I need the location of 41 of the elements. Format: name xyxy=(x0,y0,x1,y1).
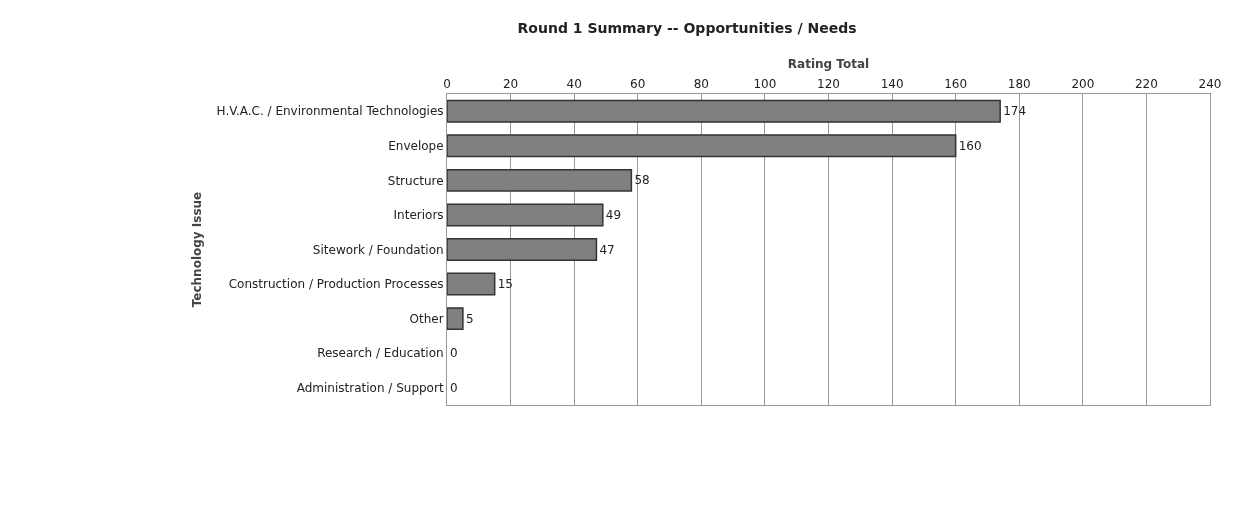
data-label: 0 xyxy=(450,346,458,361)
y-tick-label: Envelope xyxy=(388,139,444,154)
data-label: 5 xyxy=(465,311,474,326)
bar xyxy=(447,168,633,192)
data-label: 160 xyxy=(958,138,982,153)
x-tick-label: 20 xyxy=(502,77,519,92)
y-tick-label: Sitework / Foundation xyxy=(312,242,444,257)
data-label: 47 xyxy=(599,242,615,257)
y-axis-title: Technology Issue xyxy=(189,191,204,308)
y-tick-label: Construction / Production Processes xyxy=(228,277,444,292)
x-tick-label: 0 xyxy=(443,77,451,92)
x-tick-label: 60 xyxy=(630,77,646,92)
y-tick-label: Other xyxy=(409,311,444,326)
data-label: 15 xyxy=(497,277,513,292)
x-tick-label: 160 xyxy=(944,77,968,92)
x-tick-label: 140 xyxy=(880,77,904,92)
bar xyxy=(447,307,464,331)
chart-title: Round 1 Summary -- Opportunities / Needs xyxy=(517,19,857,36)
y-tick-label: Administration / Support xyxy=(296,380,444,395)
x-tick-label: 40 xyxy=(566,77,582,92)
data-label: 0 xyxy=(450,380,458,395)
bar xyxy=(447,238,598,261)
bar xyxy=(447,203,604,227)
x-tick-label: 200 xyxy=(1071,77,1095,92)
x-tick-label: 80 xyxy=(693,77,709,92)
y-tick-label: Research / Education xyxy=(317,346,444,361)
bar xyxy=(447,134,957,158)
y-tick-label: H.V.A.C. / Environmental Technologies xyxy=(216,104,444,119)
data-label: 58 xyxy=(634,173,650,188)
data-label: 174 xyxy=(1003,104,1027,119)
x-tick-label: 120 xyxy=(817,77,840,92)
x-tick-label: 220 xyxy=(1134,77,1158,92)
x-tick-label: 180 xyxy=(1007,77,1031,92)
bar xyxy=(447,272,496,296)
x-tick-label: 240 xyxy=(1198,77,1222,92)
bar xyxy=(447,99,1001,123)
x-axis-title: Rating Total xyxy=(787,56,870,71)
y-tick-label: Structure xyxy=(387,173,444,188)
x-tick-label: 100 xyxy=(753,77,777,92)
y-tick-label: Interiors xyxy=(393,208,444,223)
data-label: 49 xyxy=(605,207,622,222)
